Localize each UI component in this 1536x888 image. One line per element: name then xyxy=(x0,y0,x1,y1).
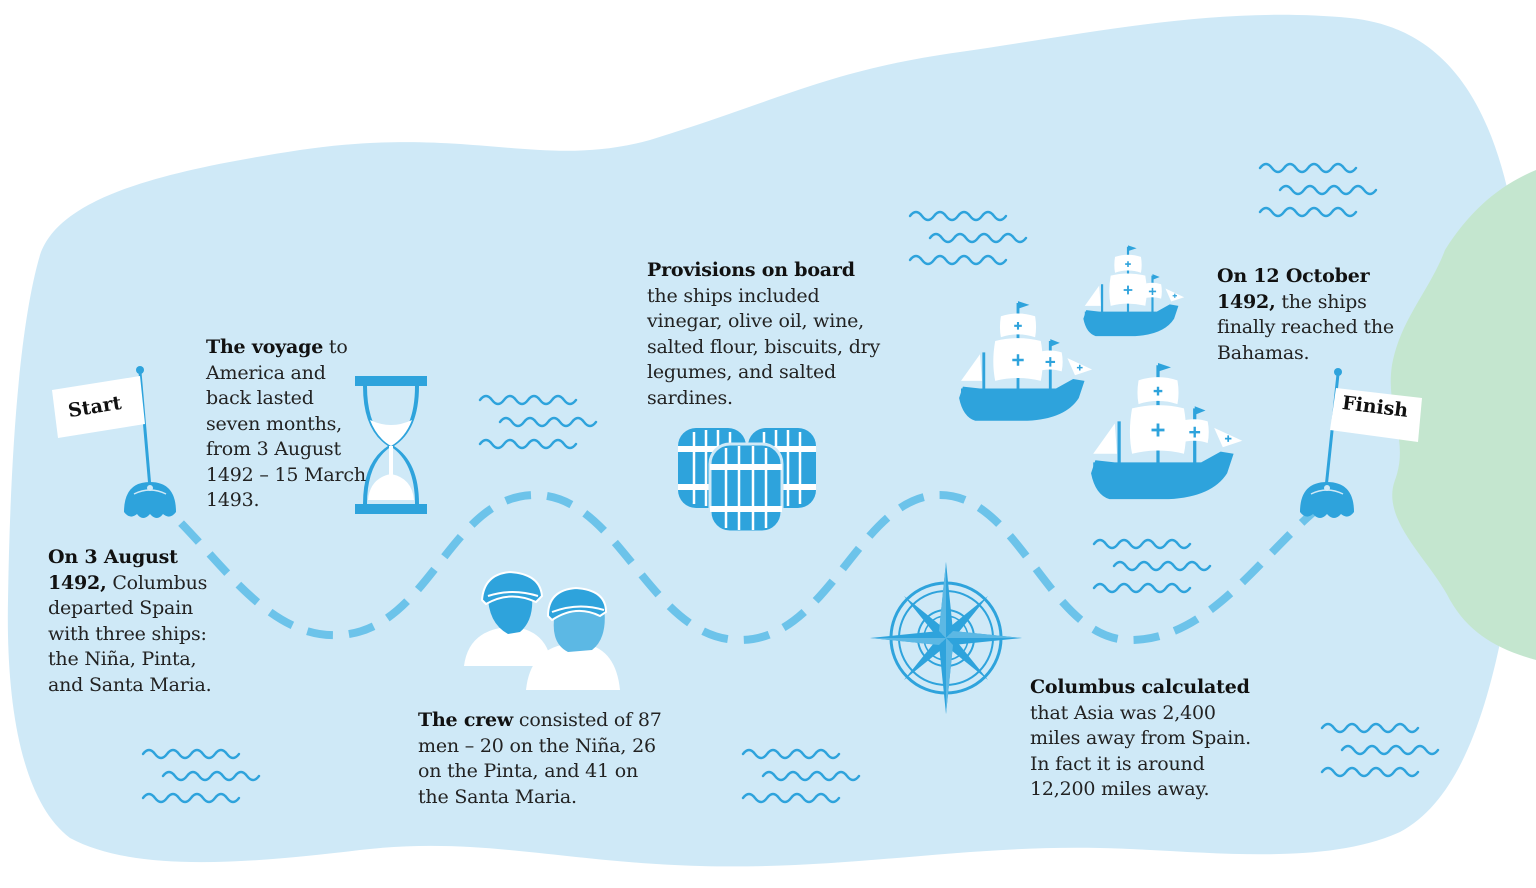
crew-body: consisted of 87 men – 20 on the Niña, 26… xyxy=(418,709,662,808)
provisions-body: the ships included vinegar, olive oil, w… xyxy=(647,284,881,409)
crew-text: The crew consisted of 87 men – 20 on the… xyxy=(418,708,668,810)
start-flag-icon xyxy=(52,366,176,518)
barrels-icon xyxy=(678,428,816,534)
crew-heading: The crew xyxy=(418,709,514,731)
arrival-heading: On 12 October 1492, xyxy=(1217,265,1370,313)
departure-heading: On 3 August 1492, xyxy=(48,546,178,594)
distance-body: that Asia was 2,400 miles away from Spai… xyxy=(1030,701,1251,801)
land-area xyxy=(1390,170,1536,660)
provisions-text: Provisions on board the ships included v… xyxy=(647,258,881,411)
voyage-body: to America and back lasted seven months,… xyxy=(206,336,366,511)
hourglass-icon xyxy=(355,376,427,514)
finish-flag-icon xyxy=(1300,368,1422,518)
sailors-icon xyxy=(464,570,620,690)
arrival-text: On 12 October 1492, the ships finally re… xyxy=(1217,264,1407,366)
arrival-body: the ships finally reached the Bahamas. xyxy=(1217,290,1394,364)
provisions-heading: Provisions on board xyxy=(647,259,855,281)
departure-text: On 3 August 1492, Columbus departed Spai… xyxy=(48,545,233,698)
compass-rose-icon xyxy=(870,562,1022,714)
voyage-heading: The voyage xyxy=(206,336,324,358)
distance-text: Columbus calculated that Asia was 2,400 … xyxy=(1030,675,1270,803)
voyage-text: The voyage to America and back lasted se… xyxy=(206,335,368,514)
departure-body: Columbus departed Spain with three ships… xyxy=(48,571,212,696)
distance-heading: Columbus calculated xyxy=(1030,676,1250,698)
